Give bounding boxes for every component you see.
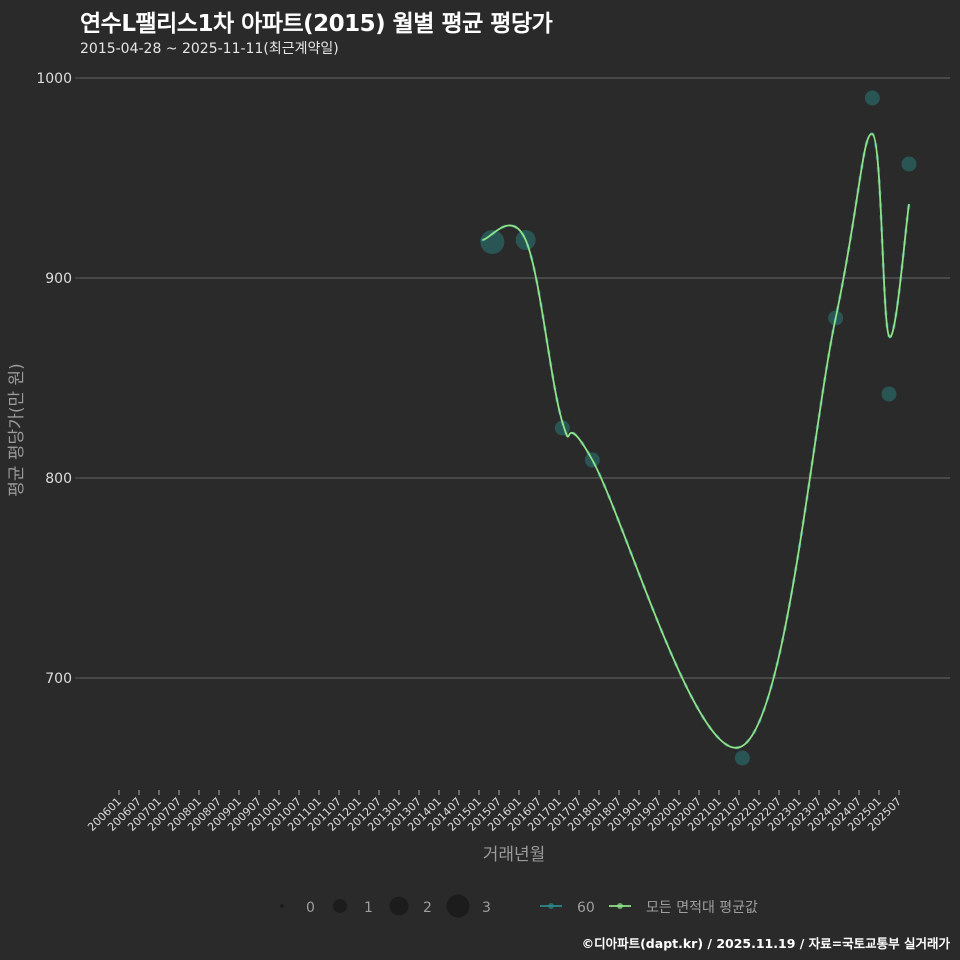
y-axis-title: 평균 평당가(만 원) <box>7 363 27 497</box>
chart-subtitle: 2015-04-28 ~ 2025-11-11(최근계약일) <box>80 41 339 57</box>
y-tick-label: 700 <box>45 671 72 687</box>
footer-credit: ©디아파트(dapt.kr) / 2025.11.19 / 자료=국토교통부 실… <box>581 936 950 951</box>
scatter-point <box>864 90 880 106</box>
legend-size-label: 2 <box>423 900 432 916</box>
legend-color-label: 60 <box>577 900 595 916</box>
x-axis-title: 거래년월 <box>483 845 546 865</box>
line-series-average <box>480 132 911 750</box>
chart-title: 연수L팰리스1차 아파트(2015) 월별 평균 평당가 <box>80 11 553 37</box>
scatter-point <box>881 386 897 402</box>
average-line <box>482 133 910 749</box>
legend-size-label: 0 <box>306 900 315 916</box>
scatter-point <box>480 230 505 254</box>
legend-color-label: 모든 면적대 평균값 <box>646 900 758 916</box>
y-tick-label: 800 <box>45 471 72 487</box>
scatter-point <box>734 750 750 766</box>
y-tick-label: 1000 <box>36 71 72 87</box>
legend-size-circle <box>280 904 284 908</box>
legend: 0 1 2 3 60 모든 면적대 평균값 <box>280 894 758 918</box>
legend-size-label: 3 <box>482 900 491 916</box>
scatter-series-60 <box>480 90 917 766</box>
legend-size-label: 1 <box>364 900 373 916</box>
gridlines <box>80 77 950 679</box>
scatter-point <box>901 156 917 172</box>
legend-size-circle <box>333 899 347 913</box>
legend-size-circle <box>389 896 409 916</box>
x-axis: 2006012006072007012007072008012008072009… <box>85 790 904 834</box>
y-axis: 700 800 900 1000 <box>36 71 80 687</box>
legend-size-circle <box>446 894 470 918</box>
y-tick-label: 900 <box>45 271 72 287</box>
